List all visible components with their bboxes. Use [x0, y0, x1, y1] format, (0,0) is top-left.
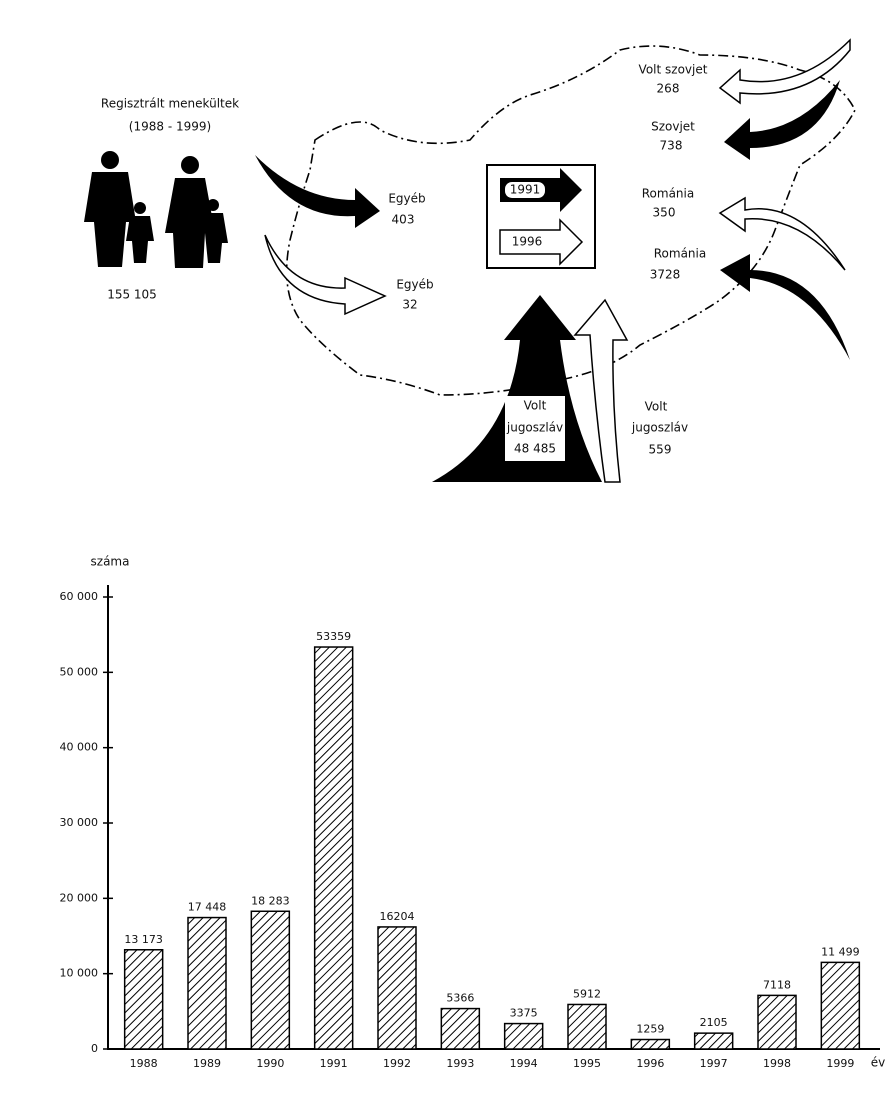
arrow [720, 254, 850, 360]
flow-label: Románia [654, 247, 706, 261]
title: (1988 - 1999) [129, 120, 211, 134]
x-tick-label: 1994 [510, 1057, 538, 1070]
flow-value: 738 [660, 139, 683, 153]
y-tick-label: 30 000 [60, 816, 99, 829]
bar [568, 1004, 606, 1049]
y-tick-label: 50 000 [60, 665, 99, 678]
value-label: 1259 [636, 1023, 664, 1036]
y-tick-label: 10 000 [60, 967, 99, 980]
value-label: 13 173 [124, 933, 163, 946]
flow-value: 559 [649, 443, 672, 457]
x-tick-label: 1991 [320, 1057, 348, 1070]
x-tick-label: 1988 [130, 1057, 158, 1070]
x-tick-label: 1995 [573, 1057, 601, 1070]
family-icon [84, 151, 228, 268]
bar [251, 911, 289, 1049]
y-tick-label: 20 000 [60, 891, 99, 904]
value-label: 16204 [380, 910, 415, 923]
value-label: 3375 [510, 1007, 538, 1020]
value-label: 5912 [573, 987, 601, 1000]
arrow [255, 155, 380, 228]
legend-label: 1991 [510, 183, 541, 197]
value-label: 5366 [446, 992, 474, 1005]
flow-label: Szovjet [651, 120, 695, 134]
flow-label: Románia [642, 187, 694, 201]
value-label: 53359 [316, 630, 351, 643]
chart: száma év 0 10 000 20 000 30 000 40 000 50 000… [60, 555, 886, 1071]
x-tick-label: 1990 [256, 1057, 284, 1070]
x-tick-label: 1992 [383, 1057, 411, 1070]
bar [505, 1024, 543, 1049]
arrow [265, 235, 385, 314]
bar [441, 1009, 479, 1049]
arrow [720, 198, 845, 270]
value-label: 2105 [700, 1016, 728, 1029]
flow-value: 3728 [650, 268, 681, 282]
flow-value: 403 [392, 213, 415, 227]
legend-label: 1996 [512, 235, 543, 249]
x-tick-label: 1997 [700, 1057, 728, 1070]
flow-value: 32 [402, 298, 417, 312]
x-tick-label: 1998 [763, 1057, 791, 1070]
figure: Regisztrált menekültek (1988 - 1999) 155… [0, 0, 892, 1102]
flow-value: 268 [657, 82, 680, 96]
flow-label: Volt [524, 399, 547, 413]
flow-label: Egyéb [396, 278, 433, 292]
bar [188, 918, 226, 1049]
flow-label: Volt [645, 400, 668, 414]
bar [631, 1040, 669, 1049]
bar [378, 927, 416, 1049]
flow-value: 350 [653, 206, 676, 220]
flow-label: jugoszláv [631, 421, 688, 435]
diagram: Regisztrált menekültek (1988 - 1999) 155… [84, 40, 855, 482]
bar [758, 995, 796, 1049]
value-label: 11 499 [821, 945, 860, 958]
y-tick-label: 60 000 [60, 590, 99, 603]
flow-label: Egyéb [388, 192, 425, 206]
flow-label: jugoszláv [506, 421, 563, 435]
value-label: 17 448 [188, 901, 227, 914]
value-label: 7118 [763, 978, 791, 991]
bar [125, 950, 163, 1049]
bar [695, 1033, 733, 1049]
flow-label: Volt szovjet [639, 63, 708, 77]
total: 155 105 [107, 288, 157, 302]
y-axis-label: száma [91, 555, 130, 569]
y-tick-label: 40 000 [60, 741, 99, 754]
x-tick-label: 1996 [636, 1057, 664, 1070]
x-tick-label: 1999 [826, 1057, 854, 1070]
bar [821, 962, 859, 1049]
bar [315, 647, 353, 1049]
title: Regisztrált menekültek [101, 97, 239, 111]
x-tick-label: 1993 [446, 1057, 474, 1070]
y-tick-label: 0 [91, 1042, 98, 1055]
value-label: 18 283 [251, 894, 290, 907]
x-axis-label: év [871, 1056, 885, 1070]
flow-value: 48 485 [514, 442, 556, 456]
x-tick-label: 1989 [193, 1057, 221, 1070]
